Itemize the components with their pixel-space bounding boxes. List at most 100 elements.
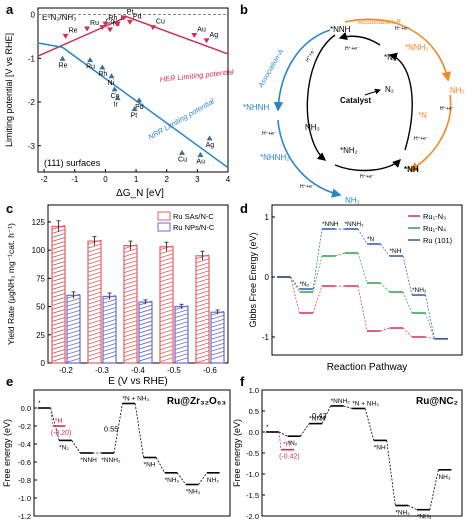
bar-hatch	[66, 333, 81, 339]
bar-hatch	[159, 321, 174, 327]
bar-hatch	[66, 337, 81, 343]
bar-hatch	[138, 348, 153, 354]
bar-hatch	[138, 320, 153, 326]
her-data-point	[102, 21, 109, 27]
bar-hatch	[159, 297, 174, 303]
panel-e-frame	[33, 389, 231, 517]
bar-hatch	[51, 349, 66, 354]
panel-a-y-tick-label: -2	[28, 98, 36, 107]
y-tick-label: 0.5	[249, 407, 259, 416]
bar-hatch	[174, 349, 189, 354]
bar-hatch	[87, 275, 102, 281]
step-label: *NH	[390, 248, 402, 255]
bar-hatch	[210, 318, 225, 324]
state-label: *NH₂	[395, 510, 410, 517]
bar-hatch	[51, 269, 66, 274]
bar-hatch	[159, 289, 174, 295]
bar-hatch	[66, 321, 81, 327]
bar-hatch	[87, 291, 102, 297]
node-nnh2: *NNH₂	[405, 43, 429, 52]
energy-connector	[425, 336, 435, 340]
energy-connector	[312, 255, 323, 293]
nrr-data-point	[108, 73, 115, 79]
bar-hatch	[195, 318, 210, 324]
bar-hatch	[210, 322, 225, 328]
state-label: *NNH₂	[101, 457, 121, 464]
bar-hatch	[51, 261, 66, 266]
panel-d-y-tick-label: 0	[265, 273, 270, 282]
bar-hatch	[159, 293, 174, 299]
energy-connector	[357, 285, 368, 332]
bar-hatch	[159, 305, 174, 311]
bar-hatch	[123, 272, 138, 278]
panel-c-y-tick-label: 100	[32, 246, 46, 255]
step-label: *N	[367, 236, 375, 243]
bar-hatch	[174, 313, 189, 318]
n2-arrow	[364, 88, 381, 96]
legend-label: Ru₁-N₃	[423, 212, 446, 221]
bar-hatch	[159, 277, 174, 283]
state-label: *NH	[144, 462, 156, 469]
panel-f-y-axis-title: Free energy (eV)	[232, 419, 242, 487]
association-a-arc	[273, 29, 331, 112]
bar-hatch	[87, 343, 102, 349]
y-tick-label: -0.2	[18, 422, 31, 431]
energy-connector	[71, 440, 81, 454]
state-label: NH₃	[438, 474, 450, 481]
bar-hatch	[123, 324, 138, 330]
node-nhnh: *NHNH	[243, 103, 269, 112]
bar-hatch	[210, 314, 225, 320]
panel-c-frame	[47, 204, 229, 364]
nrr-data-point	[87, 57, 94, 63]
bar-hatch	[195, 338, 210, 344]
bar-hatch	[87, 243, 102, 249]
bar-hatch	[123, 300, 138, 306]
legend-label: Ru SAs/N-C	[173, 212, 214, 221]
bar-hatch	[195, 342, 210, 348]
bar-hatch	[123, 328, 138, 334]
bar-hatch	[66, 345, 81, 351]
y-tick-label: -1.0	[18, 494, 31, 503]
energy-connector	[290, 276, 300, 293]
bar-ru-sas	[51, 225, 66, 364]
her-data-point	[99, 25, 106, 31]
nrr-data-point	[111, 86, 118, 92]
state-label: *	[266, 424, 269, 431]
bar-hatch	[195, 334, 210, 340]
step-label: *NH₂	[412, 287, 427, 294]
bar-hatch	[102, 315, 117, 320]
bar-ru-sas	[195, 255, 210, 364]
panel-a-volcano-plot: E⁰N₂/NH₃ (111) surfaces ΔG_N [eV] Limiti…	[4, 7, 234, 199]
energy-connector	[386, 440, 396, 506]
bar-hatch	[51, 341, 66, 346]
bar-hatch	[51, 353, 66, 358]
bar-hatch	[123, 264, 138, 270]
bar-hatch	[159, 325, 174, 331]
legend-swatch	[157, 211, 171, 221]
energy-connector	[429, 469, 439, 510]
her-data-point	[126, 19, 133, 25]
bar-hatch	[174, 329, 189, 334]
panel-d-x-axis-title: Reaction Pathway	[327, 362, 408, 373]
bar-hatch	[102, 335, 117, 340]
bar-hatch	[159, 317, 174, 323]
bar-hatch	[51, 309, 66, 314]
side-value-label: (-0.42)	[279, 454, 300, 461]
bar-hatch	[66, 297, 81, 303]
panel-c-y-tick-label: 25	[36, 331, 45, 340]
bar-hatch	[210, 326, 225, 332]
bar-hatch	[102, 331, 117, 336]
panel-a-x-axis-title: ΔG_N [eV]	[116, 188, 164, 199]
equilibrium-potential-label: E⁰N₂/NH₃	[42, 13, 76, 22]
bar-hatch	[66, 349, 81, 355]
bar-hatch	[87, 319, 102, 325]
bar-hatch	[87, 267, 102, 273]
bar-hatch	[138, 324, 153, 330]
state-label: *NNH	[80, 457, 97, 464]
bar-hatch	[159, 261, 174, 267]
bar-hatch	[102, 327, 117, 332]
bar-hatch	[87, 251, 102, 257]
bar-hatch	[138, 312, 153, 318]
bar-hatch	[51, 357, 66, 362]
bar-hatch	[210, 346, 225, 352]
